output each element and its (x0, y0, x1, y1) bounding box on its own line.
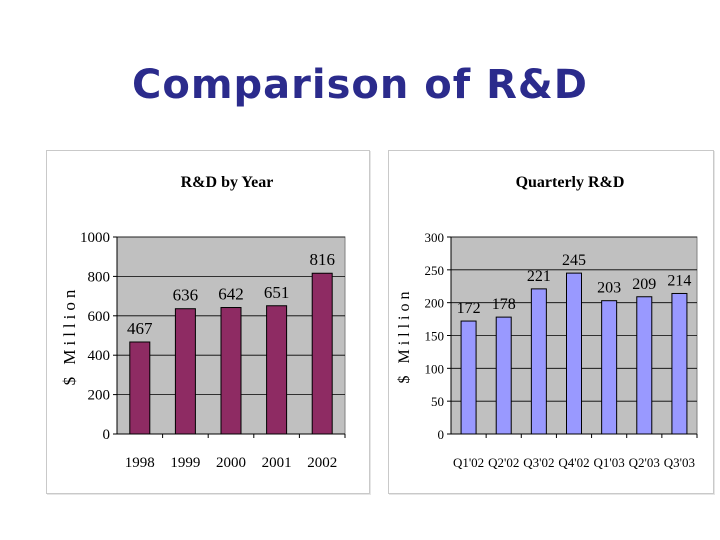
y-tick-label: 600 (88, 309, 111, 325)
bar (530, 288, 547, 435)
bar (566, 272, 582, 435)
data-label: 209 (632, 276, 656, 293)
y-axis-label: $ Million (396, 287, 413, 383)
data-label: 642 (218, 285, 244, 304)
x-tick-label: Q1'03 (594, 455, 625, 470)
data-label: 178 (492, 296, 516, 313)
x-tick-label: Q3'02 (523, 455, 554, 470)
y-tick-label: 200 (425, 296, 445, 311)
bar (174, 308, 196, 435)
y-tick-label: 0 (103, 427, 111, 443)
data-label: 221 (527, 268, 551, 285)
chart-panel-quarterly: Quarterly R&D 0 50 100 150 200 250 300 $ Million… (388, 150, 714, 494)
x-tick-label: 1999 (170, 455, 200, 471)
bar (460, 320, 477, 435)
bar (636, 296, 653, 435)
data-label: 467 (127, 319, 153, 338)
x-tick-label: 1998 (125, 455, 155, 471)
y-tick-label: 150 (425, 329, 445, 344)
x-tick-label: 2002 (307, 455, 337, 471)
bar (671, 292, 688, 435)
data-label: 172 (457, 300, 481, 317)
bar (220, 307, 242, 435)
data-label: 816 (309, 250, 335, 269)
bar (129, 341, 151, 435)
quarterly-rd-bar-chart: Quarterly R&D 0 50 100 150 200 250 300 $ Million… (396, 174, 698, 470)
y-tick-label: 1000 (80, 230, 110, 246)
x-tick-label: 2000 (216, 455, 246, 471)
data-label: 651 (264, 283, 290, 302)
data-label: 636 (173, 286, 199, 305)
x-tick-label: 2001 (262, 455, 292, 471)
y-tick-label: 250 (425, 263, 445, 278)
bar (495, 316, 512, 435)
bar (311, 272, 333, 435)
y-tick-label: 200 (88, 388, 111, 404)
y-tick-label: 50 (431, 394, 444, 409)
chart-panel-yearly: R&D by Year 0 200 400 600 800 1000 $ Million 467… (46, 150, 370, 494)
x-tick-label: Q1'02 (453, 455, 484, 470)
y-tick-label: 800 (88, 269, 111, 285)
y-tick-label: 400 (88, 348, 111, 364)
x-tick-label: Q4'02 (558, 455, 589, 470)
chart-title: R&D by Year (181, 174, 274, 191)
data-label: 214 (667, 272, 691, 289)
x-tick-label: Q2'02 (488, 455, 519, 470)
x-tick-label: Q2'03 (629, 455, 660, 470)
slide-title: Comparison of R&D (132, 62, 588, 108)
x-tick-label: Q3'03 (664, 455, 695, 470)
y-tick-label: 0 (438, 427, 445, 442)
data-label: 203 (597, 280, 621, 297)
y-tick-label: 100 (425, 361, 445, 376)
chart-title: Quarterly R&D (516, 174, 625, 191)
y-axis-label: $ Million (60, 286, 79, 386)
data-label: 245 (562, 252, 586, 269)
bar (601, 300, 618, 435)
bar (266, 305, 288, 435)
y-tick-label: 300 (425, 230, 445, 245)
yearly-rd-bar-chart: R&D by Year 0 200 400 600 800 1000 $ Million 467… (60, 174, 346, 471)
